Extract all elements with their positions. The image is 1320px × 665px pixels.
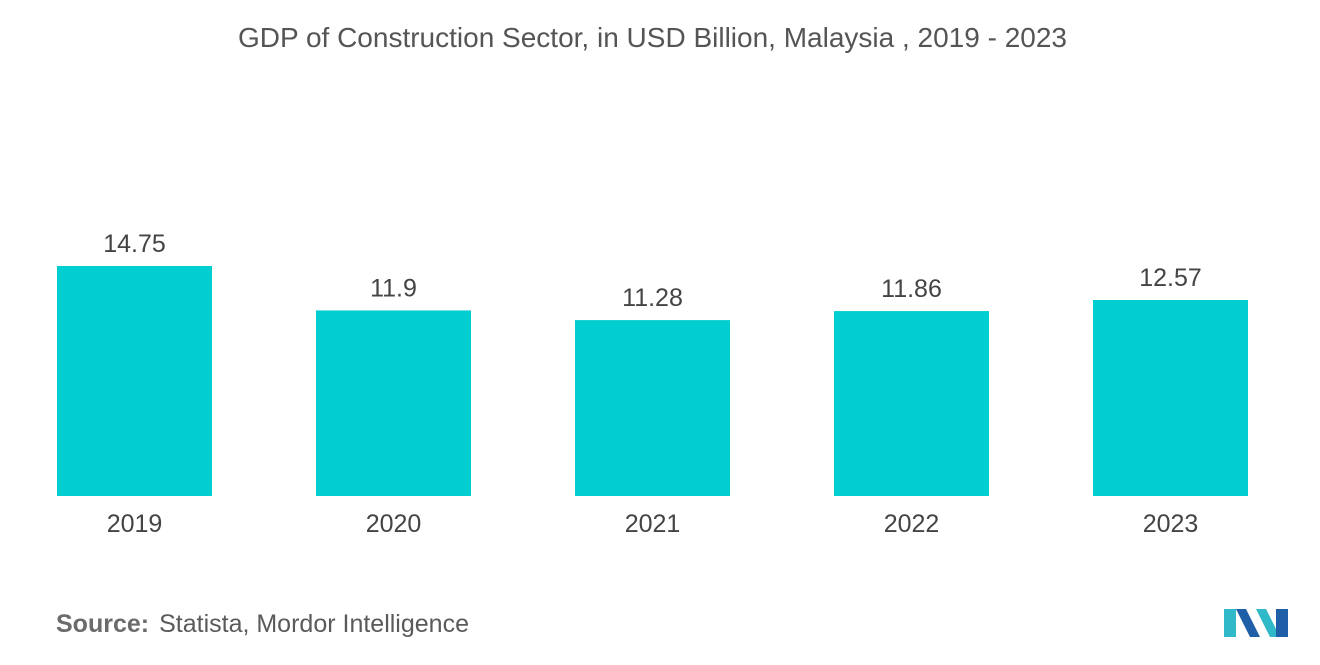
source-note: Source: Statista, Mordor Intelligence [56,610,469,639]
source-text: Statista, Mordor Intelligence [159,610,469,638]
data-label-2021: 11.28 [622,284,683,312]
source-label: Source: [56,610,150,638]
mordor-intelligence-logo-icon [1224,609,1288,637]
x-tick-label-2021: 2021 [625,510,681,538]
bar-2019 [57,266,212,496]
bar-chart: 14.75 2019 11.9 2020 11.28 2021 11.86 2022 12.57… [57,230,1248,538]
bar-2021 [575,320,730,496]
logo-shape-right [1276,609,1288,637]
x-tick-label-2023: 2023 [1143,510,1199,538]
data-label-2023: 12.57 [1139,264,1202,292]
logo-shape-mid2 [1256,609,1280,637]
data-label-2020: 11.9 [370,274,417,302]
x-tick-label-2019: 2019 [107,510,163,538]
data-label-2022: 11.86 [881,275,942,303]
bar-2023 [1093,299,1248,496]
logo-shape-left [1224,609,1236,637]
x-tick-label-2022: 2022 [884,510,940,538]
chart-title: GDP of Construction Sector, in USD Billi… [238,22,1067,53]
logo-shape-mid [1236,609,1260,637]
x-tick-label-2020: 2020 [366,510,422,538]
data-label-2019: 14.75 [103,230,166,258]
bar-2020 [316,310,471,496]
bar-2022 [834,311,989,496]
